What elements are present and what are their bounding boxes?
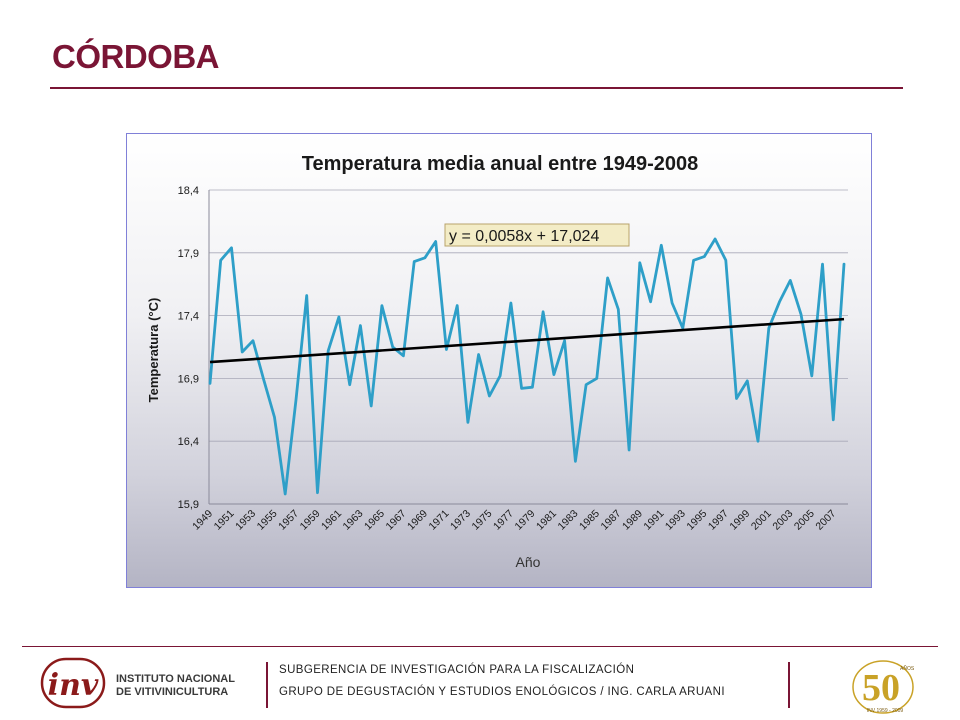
trendline-equation: y = 0,0058x + 17,024 xyxy=(449,228,599,245)
y-tick-label: 15,9 xyxy=(178,499,199,511)
y-axis-label: Temperatura (°C) xyxy=(146,298,161,403)
x-tick-label: 1987 xyxy=(598,508,623,533)
inv-logo: inv INSTITUTO NACIONAL DE VITIVINICULTUR… xyxy=(40,657,235,709)
org-name-line1: INSTITUTO NACIONAL xyxy=(116,673,235,685)
y-tick-label: 16,9 xyxy=(178,373,199,385)
x-tick-label: 1995 xyxy=(684,508,709,533)
footer-line-2: GRUPO DE DEGUSTACIÓN Y ESTUDIOS ENOLÓGIC… xyxy=(279,686,725,698)
x-tick-label: 1991 xyxy=(641,508,666,533)
x-tick-label: 1997 xyxy=(706,508,731,533)
x-tick-label: 1979 xyxy=(512,508,537,533)
x-axis-label: Año xyxy=(516,554,541,570)
x-tick-label: 1973 xyxy=(448,508,473,533)
x-tick-label: 1993 xyxy=(663,508,688,533)
x-tick-label: 2001 xyxy=(749,508,774,533)
anniversary-years: INV 1959 - 2009 xyxy=(867,708,904,714)
inv-mark-icon: inv xyxy=(40,657,106,709)
x-tick-label: 1981 xyxy=(534,508,559,533)
chart-title: Temperatura media anual entre 1949-2008 xyxy=(302,153,698,175)
series-line xyxy=(208,237,846,496)
x-tick-label: 1955 xyxy=(255,508,280,533)
title-divider xyxy=(50,87,903,89)
x-tick-label: 1957 xyxy=(276,508,301,533)
x-tick-label: 1971 xyxy=(427,508,452,533)
x-tick-label: 2003 xyxy=(770,508,795,533)
anniversary-number: 50 xyxy=(862,667,900,709)
x-tick-label: 1959 xyxy=(298,508,323,533)
x-tick-label: 1975 xyxy=(470,508,495,533)
x-tick-label: 1977 xyxy=(491,508,516,533)
x-tick-label: 1951 xyxy=(212,508,237,533)
footer-divider xyxy=(22,646,938,647)
slide-title: CÓRDOBA xyxy=(52,38,220,75)
x-tick-label: 2007 xyxy=(813,508,838,533)
y-tick-label: 17,9 xyxy=(178,248,199,260)
series-layer xyxy=(208,237,846,496)
chart-container: Temperatura media anual entre 1949-2008 … xyxy=(126,133,872,588)
trendline-layer xyxy=(209,317,845,364)
y-tick-label: 17,4 xyxy=(178,311,199,323)
x-tick-label: 1999 xyxy=(727,508,752,533)
x-tick-label: 1963 xyxy=(341,508,366,533)
x-tick-label: 1949 xyxy=(190,508,215,533)
y-tick-labels: 15,9 16,4 16,9 17,4 17,9 18,4 xyxy=(178,185,199,511)
axes xyxy=(208,190,848,505)
y-tick-label: 16,4 xyxy=(178,436,199,448)
anniversary-word: AÑOS xyxy=(900,665,915,672)
org-name-line2: DE VITIVINICULTURA xyxy=(116,686,228,698)
x-tick-label: 1953 xyxy=(233,508,258,533)
trendline-equation-box xyxy=(444,223,630,247)
line-chart: Temperatura media anual entre 1949-2008 … xyxy=(146,153,848,570)
svg-text:inv: inv xyxy=(48,668,99,703)
x-tick-label: 1983 xyxy=(555,508,580,533)
x-tick-labels: 1949195119531955195719591961196319651967… xyxy=(190,508,838,533)
x-tick-label: 1985 xyxy=(577,508,602,533)
y-tick-label: 18,4 xyxy=(178,185,199,197)
x-tick-label: 1989 xyxy=(620,508,645,533)
footer-line-1: SUBGERENCIA DE INVESTIGACIÓN PARA LA FIS… xyxy=(279,664,635,676)
anniversary-50-logo: 50 AÑOS INV 1959 - 2009 xyxy=(852,660,915,714)
footer-separator-left xyxy=(266,662,268,708)
trendline xyxy=(209,317,845,364)
x-tick-label: 1961 xyxy=(319,508,344,533)
anniversary-ring-icon xyxy=(852,660,914,714)
x-tick-label: 1967 xyxy=(384,508,409,533)
x-tick-label: 2005 xyxy=(792,508,817,533)
x-tick-label: 1965 xyxy=(362,508,387,533)
footer-separator-right xyxy=(788,662,790,708)
x-tick-label: 1969 xyxy=(405,508,430,533)
